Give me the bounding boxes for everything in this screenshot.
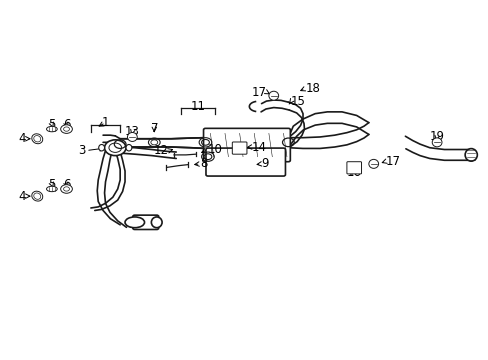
- Text: 2: 2: [128, 218, 136, 231]
- Circle shape: [61, 185, 72, 193]
- FancyBboxPatch shape: [205, 148, 285, 176]
- Text: 12: 12: [154, 144, 168, 157]
- Ellipse shape: [32, 191, 42, 201]
- Text: 18: 18: [305, 82, 320, 95]
- FancyBboxPatch shape: [232, 142, 246, 154]
- Text: 6: 6: [62, 118, 70, 131]
- Ellipse shape: [151, 217, 162, 228]
- Text: 13: 13: [124, 125, 140, 138]
- FancyBboxPatch shape: [203, 129, 290, 162]
- Ellipse shape: [127, 132, 137, 141]
- Ellipse shape: [46, 126, 57, 132]
- Text: 7: 7: [150, 122, 158, 135]
- Text: 5: 5: [48, 118, 56, 131]
- Text: 3: 3: [79, 144, 86, 157]
- Text: 1: 1: [102, 116, 109, 129]
- Text: 8: 8: [200, 157, 207, 170]
- Text: 15: 15: [290, 95, 305, 108]
- Ellipse shape: [32, 134, 42, 144]
- FancyBboxPatch shape: [346, 162, 361, 174]
- Text: 16: 16: [346, 166, 361, 179]
- Ellipse shape: [126, 144, 132, 151]
- Ellipse shape: [46, 186, 57, 192]
- Text: 17: 17: [385, 155, 400, 168]
- Ellipse shape: [464, 149, 476, 161]
- Ellipse shape: [99, 144, 104, 151]
- Text: 4: 4: [19, 132, 26, 145]
- Text: 4: 4: [19, 190, 26, 203]
- Ellipse shape: [268, 91, 278, 100]
- Text: 11: 11: [190, 100, 205, 113]
- Text: 5: 5: [48, 178, 56, 191]
- Ellipse shape: [431, 138, 441, 147]
- Text: 6: 6: [62, 178, 70, 191]
- Circle shape: [61, 125, 72, 134]
- Text: 10: 10: [207, 143, 223, 156]
- FancyBboxPatch shape: [133, 215, 158, 229]
- Ellipse shape: [125, 217, 144, 228]
- Text: 14: 14: [251, 140, 266, 153]
- Text: 19: 19: [429, 130, 444, 143]
- Text: 9: 9: [261, 157, 268, 170]
- Text: 17: 17: [251, 86, 266, 99]
- Circle shape: [104, 140, 126, 156]
- Ellipse shape: [368, 159, 378, 168]
